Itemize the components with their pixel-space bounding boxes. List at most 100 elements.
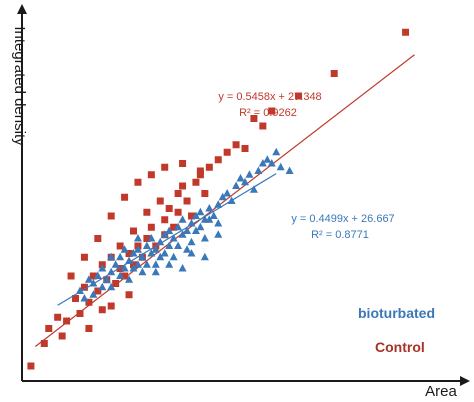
bioturbated-point: [245, 170, 254, 178]
legend-bioturbated: bioturbated: [358, 305, 435, 321]
series-layer: [27, 28, 415, 370]
control-point: [192, 178, 200, 186]
bioturbated-point: [267, 159, 276, 167]
bioturbated-point: [178, 215, 187, 223]
bioturbated-point: [205, 215, 214, 223]
y-axis-label: Integrated density: [11, 26, 28, 146]
bioturbated-point: [272, 147, 281, 156]
bioturbated-point: [160, 249, 169, 257]
bioturbated-point: [129, 264, 138, 272]
bioturbated-point: [165, 260, 174, 268]
control-point: [40, 340, 48, 347]
control-point: [223, 148, 231, 156]
control-point: [156, 197, 164, 205]
control-point: [89, 272, 97, 280]
bioturbated-point: [174, 222, 183, 231]
control-equation: y = 0.5458x + 27.348: [218, 91, 321, 103]
control-point: [205, 163, 213, 171]
bioturbated-point: [138, 267, 147, 276]
bioturbated-point: [151, 245, 160, 253]
control-point: [179, 160, 187, 167]
bioturbated-point: [133, 245, 142, 253]
bioturbated-point: [125, 275, 134, 283]
bioturbated-series: [57, 147, 294, 306]
legend-control: Control: [375, 339, 425, 355]
control-point: [121, 272, 129, 280]
bioturbated-point: [187, 237, 196, 246]
control-point: [58, 332, 66, 340]
bioturbated-point: [89, 279, 98, 287]
control-point: [143, 208, 151, 216]
bioturbated-point: [138, 252, 147, 261]
bioturbated-point: [183, 226, 192, 234]
control-point: [130, 227, 137, 235]
control-point: [116, 242, 124, 250]
control-point: [196, 171, 204, 179]
bioturbated-point: [129, 249, 138, 257]
control-point: [45, 325, 53, 332]
bioturbated-point: [165, 226, 174, 234]
control-point: [121, 193, 129, 201]
bioturbated-point: [196, 207, 205, 216]
bioturbated-point: [191, 226, 200, 234]
control-point: [85, 325, 93, 332]
control-point: [161, 216, 169, 224]
bioturbated-point: [232, 181, 241, 189]
bioturbated-point: [80, 294, 89, 302]
control-point: [268, 107, 276, 115]
control-point: [125, 250, 133, 257]
control-point: [187, 212, 195, 220]
bioturbated-point: [169, 252, 178, 261]
bioturbated-point: [276, 162, 285, 171]
control-series: [27, 28, 415, 370]
bioturbated-point: [107, 282, 116, 291]
control-point: [330, 70, 338, 77]
control-point: [72, 295, 80, 302]
x-axis-label: Area: [425, 383, 457, 400]
control-point: [250, 115, 258, 122]
control-point: [85, 298, 93, 306]
bioturbated-point: [214, 230, 223, 238]
bioturbated-point: [147, 234, 156, 242]
bioturbated-point: [98, 264, 107, 272]
control-point: [107, 212, 115, 220]
control-point: [112, 280, 120, 287]
bioturbated-point: [165, 241, 174, 249]
bioturbated-point: [191, 211, 200, 219]
bioturbated-point: [151, 267, 160, 276]
bioturbated-equation: y = 0.4499x + 26.667: [291, 213, 394, 225]
control-point: [80, 253, 88, 261]
bioturbated-point: [178, 230, 187, 238]
control-point: [98, 306, 106, 314]
control-point: [179, 182, 187, 190]
control-point: [54, 313, 62, 321]
bioturbated-point: [120, 245, 129, 253]
bioturbated-point: [187, 249, 196, 257]
control-point: [174, 190, 182, 197]
control-point: [241, 145, 249, 152]
control-r2: R² = 0.9262: [239, 107, 297, 119]
control-point: [76, 310, 84, 317]
bioturbated-point: [187, 219, 196, 227]
control-point: [295, 92, 303, 100]
bioturbated-point: [120, 264, 129, 272]
control-point: [214, 156, 222, 164]
bioturbated-point: [236, 174, 245, 182]
bioturbated-point: [75, 286, 84, 294]
bioturbated-point: [178, 264, 187, 272]
bioturbated-point: [102, 275, 111, 283]
control-point: [174, 208, 182, 216]
control-point: [147, 223, 155, 231]
bioturbated-point: [93, 271, 102, 279]
bioturbated-point: [125, 256, 134, 264]
bioturbated-point: [89, 290, 98, 298]
bioturbated-point: [156, 252, 165, 261]
control-point: [183, 197, 191, 205]
control-point: [80, 283, 88, 291]
bioturbated-point: [285, 166, 294, 174]
bioturbated-point: [227, 196, 236, 204]
bioturbated-point: [209, 211, 218, 219]
bioturbated-point: [84, 275, 93, 283]
control-point: [116, 265, 124, 272]
